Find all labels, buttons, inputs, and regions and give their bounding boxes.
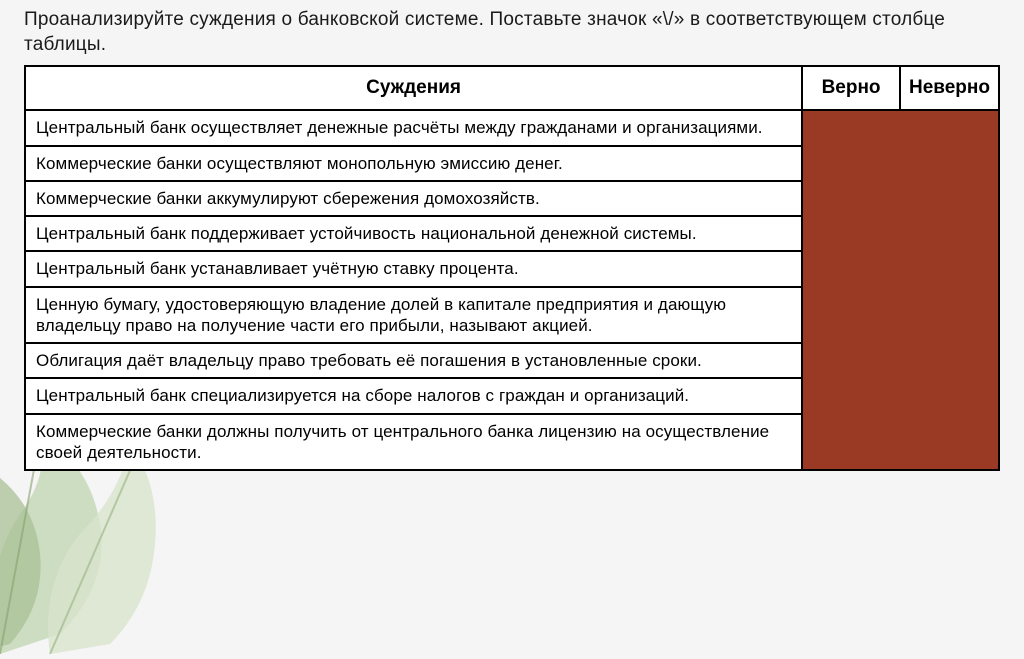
statement-cell: Центральный банк поддерживает устойчивос… [25,216,802,251]
answers-blocked-area [802,110,999,470]
statement-cell: Коммерческие банки должны получить от це… [25,414,802,471]
header-statements: Суждения [25,66,802,110]
statements-table-wrap: Суждения Верно Неверно Центральный банк … [24,65,1000,471]
statement-cell: Центральный банк устанавливает учётную с… [25,251,802,286]
statement-cell: Центральный банк осуществляет денежные р… [25,110,802,145]
table-row: Центральный банк осуществляет денежные р… [25,110,999,145]
statements-table: Суждения Верно Неверно Центральный банк … [24,65,1000,471]
statement-cell: Коммерческие банки осуществляют монополь… [25,146,802,181]
header-false: Неверно [900,66,999,110]
statement-cell: Ценную бумагу, удостоверяющую владение д… [25,287,802,344]
header-true: Верно [802,66,900,110]
statement-cell: Облигация даёт владельцу право требовать… [25,343,802,378]
table-header-row: Суждения Верно Неверно [25,66,999,110]
statement-cell: Центральный банк специализируется на сбо… [25,378,802,413]
instruction-text: Проанализируйте суждения о банковской си… [24,8,1000,57]
statement-cell: Коммерческие банки аккумулируют сбережен… [25,181,802,216]
